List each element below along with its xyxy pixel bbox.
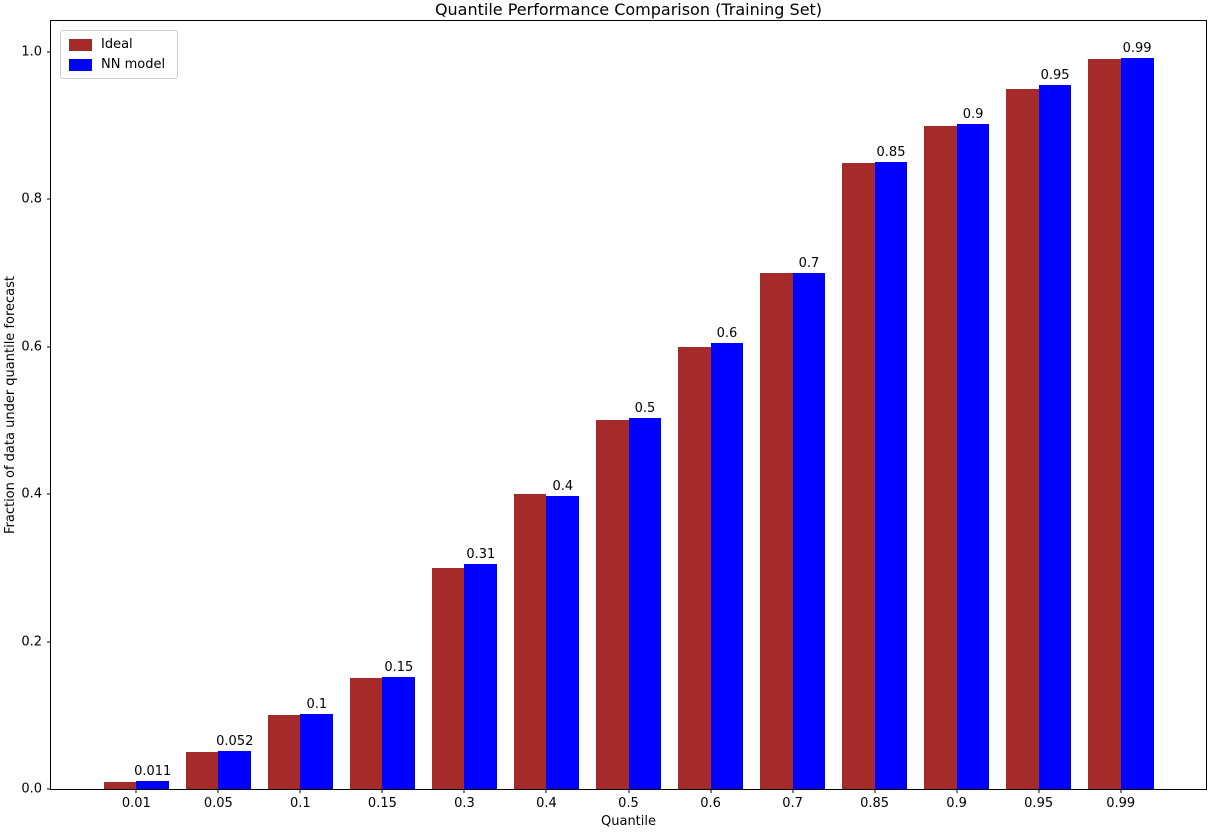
x-tick-mark	[628, 789, 629, 793]
x-tick-label: 0.6	[700, 796, 721, 811]
x-tick-mark	[135, 789, 137, 793]
y-tick-label: 0.6	[21, 339, 42, 355]
x-tick-mark	[381, 789, 383, 793]
x-tick-label: 0.7	[782, 796, 803, 811]
x-tick-label: 0.05	[203, 796, 233, 811]
legend-entry: Ideal	[69, 38, 165, 51]
bar-nn-model	[792, 273, 826, 789]
bar-value-label: 0.052	[216, 733, 254, 749]
x-tick-label: 0.1	[290, 796, 311, 811]
bar-value-label: 0.5	[634, 401, 656, 417]
x-tick-mark	[463, 789, 465, 793]
bar-value-label: 0.1	[306, 696, 328, 712]
y-tick-label: 1.0	[21, 44, 42, 60]
bar-value-label: 0.95	[1040, 68, 1070, 84]
x-tick-mark	[217, 789, 219, 793]
bar-value-label: 0.9	[962, 107, 984, 123]
x-tick-mark	[299, 789, 301, 793]
bar-nn-model	[710, 343, 744, 789]
x-tick-mark	[710, 789, 712, 793]
x-tick-mark	[1038, 789, 1040, 793]
bar-ideal	[841, 162, 875, 789]
x-tick-label: 0.5	[618, 796, 639, 811]
bar-value-label: 0.15	[384, 659, 414, 675]
legend-label: Ideal	[101, 37, 133, 52]
bar-value-label: 0.31	[466, 547, 496, 563]
bar-nn-model	[464, 564, 498, 789]
y-tick-label: 0.8	[21, 191, 42, 207]
bar-nn-model	[628, 418, 662, 789]
y-tick-mark	[47, 641, 51, 643]
bar-ideal	[267, 715, 301, 789]
y-tick-mark	[47, 493, 51, 495]
bar-ideal	[759, 273, 793, 789]
y-tick-mark	[47, 51, 51, 53]
x-tick-mark	[956, 789, 958, 793]
x-tick-label: 0.9	[946, 796, 967, 811]
bar-nn-model	[136, 780, 170, 789]
bar-nn-model	[546, 495, 580, 789]
x-tick-label: 0.01	[121, 796, 151, 811]
bar-ideal	[923, 125, 957, 789]
y-tick-label: 0.2	[21, 634, 42, 650]
bar-ideal	[103, 781, 137, 789]
chart-title: Quantile Performance Comparison (Trainin…	[434, 0, 823, 19]
y-axis-label: Fraction of data under quantile forecast	[3, 275, 18, 535]
bar-value-label: 0.99	[1122, 40, 1152, 56]
y-tick-label: 0.4	[21, 486, 42, 502]
bar-value-label: 0.85	[876, 144, 906, 160]
y-tick-label: 0.0	[21, 781, 42, 797]
bar-value-label: 0.4	[552, 478, 574, 494]
x-tick-mark	[545, 789, 547, 793]
bar-value-label: 0.6	[716, 326, 738, 342]
x-tick-mark	[874, 789, 876, 793]
bar-nn-model	[1038, 85, 1072, 789]
bar-ideal	[513, 494, 547, 789]
x-axis-label: Quantile	[601, 814, 656, 829]
legend-label: NN model	[101, 57, 166, 72]
bar-nn-model	[874, 161, 908, 789]
x-tick-label: 0.95	[1024, 796, 1054, 811]
y-tick-mark	[47, 788, 51, 790]
bar-nn-model	[1120, 57, 1154, 789]
x-tick-label: 0.4	[536, 796, 557, 811]
x-tick-label: 0.85	[860, 796, 890, 811]
x-tick-label: 0.15	[367, 796, 397, 811]
y-tick-mark	[47, 346, 51, 348]
y-tick-mark	[47, 198, 51, 200]
x-tick-mark	[1120, 789, 1122, 793]
bar-ideal	[431, 567, 465, 789]
bar-value-label: 0.011	[134, 763, 172, 779]
bar-nn-model	[218, 750, 252, 789]
bar-nn-model	[382, 676, 416, 789]
bar-ideal	[595, 420, 629, 789]
legend-swatch	[69, 58, 92, 71]
bar-value-label: 0.7	[798, 256, 820, 272]
bar-ideal	[1005, 88, 1039, 789]
bar-ideal	[349, 678, 383, 789]
x-tick-label: 0.99	[1106, 796, 1136, 811]
bar-ideal	[1087, 59, 1121, 789]
bar-nn-model	[956, 124, 990, 789]
x-tick-label: 0.3	[454, 796, 475, 811]
bar-ideal	[185, 752, 219, 789]
bar-nn-model	[300, 713, 334, 789]
plot-area: Ideal NN model 0.0 0.2 0.4 0.6 0.8 1.0 0.01 0.05…	[21, 20, 1207, 810]
legend-swatch	[69, 38, 92, 51]
x-tick-mark	[792, 789, 794, 793]
legend-entry: NN model	[69, 58, 165, 71]
bar-ideal	[677, 346, 711, 789]
legend: Ideal NN model	[60, 30, 179, 79]
